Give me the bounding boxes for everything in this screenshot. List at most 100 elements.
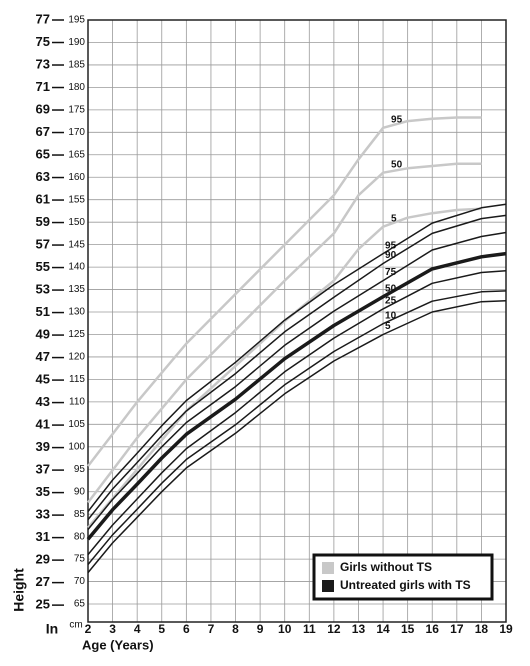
y2-tick-label: 53 xyxy=(36,281,50,296)
y2-tick-label: 63 xyxy=(36,169,50,184)
x-tick-label: 11 xyxy=(303,622,316,636)
y2-tick-label: 31 xyxy=(36,529,50,544)
y-tick-label: 105 xyxy=(68,419,85,430)
x-tick-label: 14 xyxy=(376,622,390,636)
series-line xyxy=(87,300,507,574)
y2-tick-label: 41 xyxy=(36,417,50,432)
y2-tick-label: 77 xyxy=(36,11,50,26)
y2-tick-label: 67 xyxy=(36,124,50,139)
x-tick-label: 19 xyxy=(499,622,513,636)
y2-tick-label: 33 xyxy=(36,507,50,522)
series-line xyxy=(87,214,507,521)
series-label: 95 xyxy=(391,114,403,125)
y-tick-label: 125 xyxy=(68,329,85,340)
y2-tick-label: 75 xyxy=(36,34,50,49)
y-tick-label: 165 xyxy=(68,149,85,160)
series-label: 5 xyxy=(385,321,391,332)
y2-tick-label: 43 xyxy=(36,394,50,409)
y-tick-label: 185 xyxy=(68,60,85,71)
y-tick-label: 110 xyxy=(69,397,85,408)
y2-unit: In xyxy=(46,621,58,637)
y-tick-label: 175 xyxy=(68,104,85,115)
y2-tick-label: 65 xyxy=(36,146,50,161)
y2-tick-label: 25 xyxy=(36,597,50,612)
x-tick-label: 15 xyxy=(401,622,415,636)
series-line xyxy=(87,269,507,556)
x-tick-label: 18 xyxy=(475,622,489,636)
x-tick-label: 3 xyxy=(109,622,116,636)
y2-tick-label: 29 xyxy=(36,552,50,567)
series-label: 50 xyxy=(391,159,403,170)
series-label: 95 xyxy=(385,240,397,251)
y-tick-label: 70 xyxy=(74,576,86,587)
y-tick-label: 90 xyxy=(74,486,86,497)
grid xyxy=(87,19,507,622)
y-tick-label: 135 xyxy=(68,284,85,295)
y-unit: cm xyxy=(69,620,82,631)
y-tick-label: 170 xyxy=(68,127,85,138)
x-tick-label: 10 xyxy=(278,622,292,636)
legend-label: Girls without TS xyxy=(340,560,432,574)
y2-tick-label: 73 xyxy=(36,56,50,71)
y-tick-label: 155 xyxy=(68,194,85,205)
legend-box xyxy=(312,553,494,601)
y-tick-label: 115 xyxy=(69,374,85,385)
y-tick-label: 75 xyxy=(74,554,86,565)
x-tick-label: 9 xyxy=(257,622,264,636)
series-line xyxy=(87,162,482,504)
series-label: 25 xyxy=(385,296,397,307)
series-label: 90 xyxy=(385,250,397,261)
y2-tick-label: 27 xyxy=(36,574,50,589)
y2-tick-label: 39 xyxy=(36,439,50,454)
series-label: 5 xyxy=(391,213,397,224)
x-tick-label: 16 xyxy=(426,622,440,636)
y2-tick-label: 55 xyxy=(36,259,50,274)
x-axis-title: Age (Years) xyxy=(82,637,154,652)
series-line xyxy=(87,290,507,565)
y2-tick-label: 35 xyxy=(36,484,50,499)
y-tick-label: 180 xyxy=(68,82,85,93)
x-tick-label: 2 xyxy=(85,622,92,636)
x-tick-label: 17 xyxy=(450,622,464,636)
y-tick-label: 145 xyxy=(68,239,85,250)
series-line xyxy=(87,203,507,512)
y-tick-label: 190 xyxy=(68,37,85,48)
series-line xyxy=(87,116,482,467)
y-tick-label: 160 xyxy=(68,172,85,183)
y-tick-label: 65 xyxy=(74,599,86,610)
y2-tick-label: 51 xyxy=(36,304,50,319)
x-tick-label: 12 xyxy=(327,622,341,636)
x-tick-label: 4 xyxy=(134,622,141,636)
y2-tick-label: 49 xyxy=(36,327,50,342)
series-line xyxy=(87,231,507,530)
y-axis-title: Height xyxy=(11,568,27,612)
y2-tick-label: 61 xyxy=(36,191,50,206)
legend-swatch xyxy=(322,580,334,592)
series-label: 10 xyxy=(385,310,397,321)
y-tick-label: 150 xyxy=(68,217,85,228)
y-tick-label: 130 xyxy=(68,307,85,318)
y2-tick-label: 69 xyxy=(36,101,50,116)
y2-tick-label: 37 xyxy=(36,462,50,477)
y2-tick-label: 71 xyxy=(36,79,50,94)
legend: Girls without TS Untreated girls with TS xyxy=(312,553,494,601)
y-tick-label: 100 xyxy=(68,441,85,452)
y-tick-label: 95 xyxy=(74,464,86,475)
plot-frame xyxy=(87,19,507,623)
y-tick-label: 140 xyxy=(68,262,85,273)
x-tick-label: 5 xyxy=(158,622,165,636)
y-tick-label: 85 xyxy=(74,509,86,520)
series-line xyxy=(87,207,482,529)
y2-tick-label: 57 xyxy=(36,236,50,251)
legend-label: Untreated girls with TS xyxy=(340,578,471,592)
x-tick-label: 13 xyxy=(352,622,366,636)
y2-tick-label: 47 xyxy=(36,349,50,364)
series-label: 50 xyxy=(385,283,397,294)
y-tick-label: 195 xyxy=(68,15,85,26)
series-label: 75 xyxy=(385,267,397,278)
y-tick-label: 120 xyxy=(68,352,85,363)
series-line xyxy=(86,251,507,541)
y-tick-label: 80 xyxy=(74,531,86,542)
x-tick-label: 6 xyxy=(183,622,190,636)
